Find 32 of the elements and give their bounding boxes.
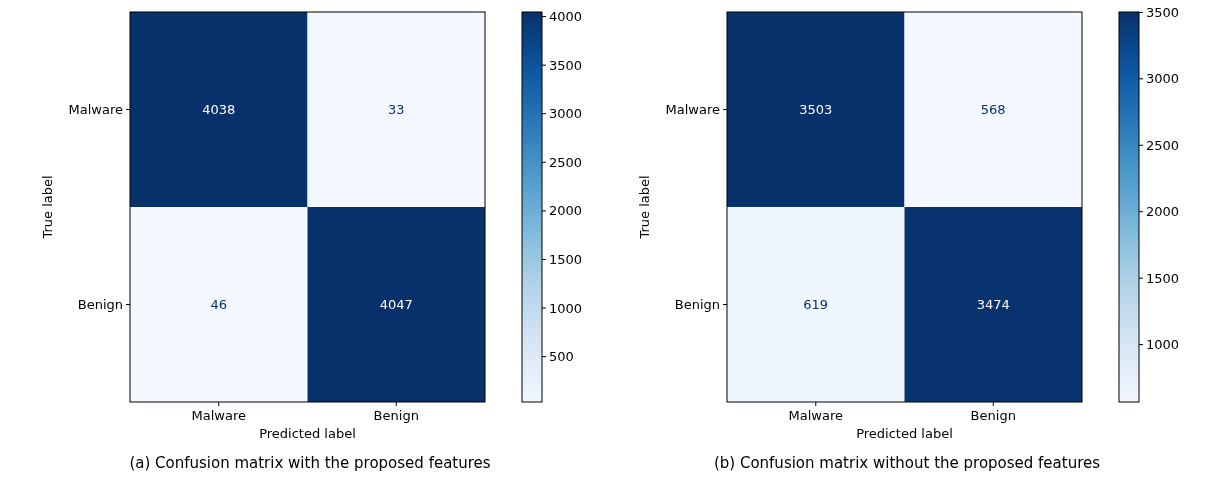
- data-label: 4038: [202, 102, 236, 118]
- color-bar-label: 3000: [549, 106, 583, 122]
- color-bar-label: 4000: [549, 9, 583, 25]
- y-axis-title: True label: [40, 175, 55, 240]
- color-bar-label: 2000: [549, 203, 583, 219]
- x-tick-label: Malware: [788, 408, 843, 423]
- color-bar-label: 1000: [549, 300, 583, 316]
- x-tick-label: Benign: [970, 408, 1016, 423]
- x-axis-title: Predicted label: [259, 426, 356, 441]
- text: (b) Confusion matrix without the proposed features: [713, 454, 1101, 472]
- text: (a) Confusion matrix with the proposed features: [129, 454, 491, 472]
- color-bar-label: 1000: [1146, 337, 1180, 353]
- color-bar-label: 1500: [549, 252, 583, 268]
- data-label: 568: [980, 102, 1006, 118]
- color-bar-label: 1500: [1146, 270, 1180, 286]
- color-bar-label: 2500: [549, 154, 583, 170]
- data-label: 3474: [976, 297, 1010, 313]
- color-bar-label: 2500: [1146, 137, 1180, 153]
- data-label: 3503: [799, 102, 833, 118]
- color-bar-label: 500: [549, 349, 574, 365]
- x-tick-label: Malware: [191, 408, 246, 423]
- color-bar-label: 3500: [549, 57, 583, 73]
- color-bar-label: 2000: [1146, 204, 1180, 220]
- color-bar-label: 3000: [1146, 71, 1180, 87]
- data-label: 4047: [379, 297, 413, 313]
- color-bar-label: 3500: [1146, 4, 1180, 20]
- x-tick-label: Benign: [373, 408, 419, 423]
- data-label: 46: [210, 297, 228, 313]
- y-axis-title: True label: [637, 175, 652, 240]
- data-label: 33: [387, 102, 405, 118]
- data-label: 619: [803, 297, 829, 313]
- x-axis-title: Predicted label: [856, 426, 953, 441]
